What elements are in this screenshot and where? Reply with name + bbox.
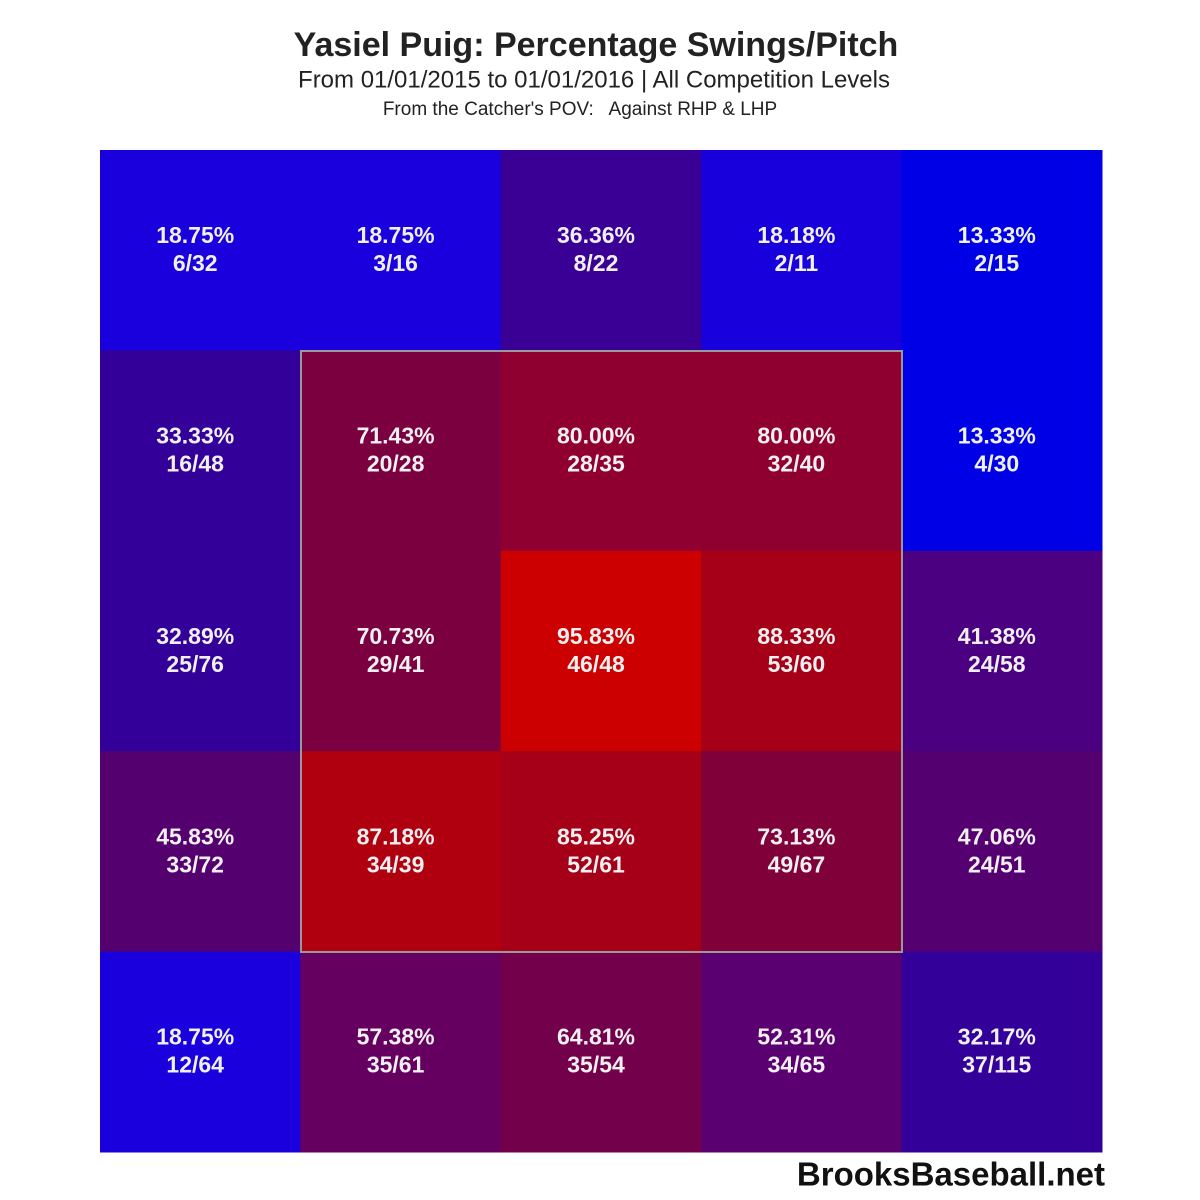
- heatmap-cell: [901, 751, 1103, 953]
- cell-value-label: 32.17%: [958, 1024, 1036, 1050]
- cell-count-label: 12/64: [166, 1052, 224, 1078]
- heatmap-cell: [901, 550, 1103, 752]
- heatmap-cell: [901, 150, 1103, 351]
- chart-title: Yasiel Puig: Percentage Swings/Pitch: [294, 26, 899, 64]
- cell-value-label: 95.83%: [557, 623, 635, 649]
- cell-count-label: 33/72: [166, 851, 224, 877]
- heatmap-cell: [100, 951, 301, 1153]
- cell-value-label: 87.18%: [357, 823, 435, 849]
- heatmap-cell: [100, 751, 301, 953]
- heatmap-cell: [500, 550, 702, 752]
- strike-zone: [300, 350, 903, 953]
- cell-value-label: 13.33%: [958, 422, 1036, 448]
- heatmap-cell: [500, 951, 702, 1153]
- cell-count-label: 35/54: [567, 1052, 625, 1078]
- cell-count-label: 24/51: [968, 851, 1026, 877]
- cell-count-label: 24/58: [968, 651, 1026, 677]
- cell-count-label: 25/76: [166, 651, 224, 677]
- heatmap-cell: [500, 350, 702, 552]
- cell-value-label: 45.83%: [156, 823, 234, 849]
- cell-count-label: 16/48: [166, 450, 224, 476]
- cell-count-label: 2/15: [974, 250, 1019, 276]
- heatmap-cell: [701, 150, 903, 351]
- cell-count-label: 52/61: [567, 851, 625, 877]
- cell-count-label: 49/67: [768, 851, 826, 877]
- cell-value-label: 18.75%: [156, 1024, 234, 1050]
- cell-count-label: 53/60: [768, 651, 826, 677]
- heatmap-cell: [100, 350, 301, 552]
- cell-count-label: 6/32: [173, 250, 218, 276]
- cell-value-label: 88.33%: [757, 623, 835, 649]
- cell-count-label: 8/22: [574, 250, 619, 276]
- cell-value-label: 41.38%: [958, 623, 1036, 649]
- cell-count-label: 3/16: [373, 250, 418, 276]
- cell-count-label: 32/40: [768, 450, 826, 476]
- cell-value-label: 36.36%: [557, 222, 635, 248]
- cell-count-label: 37/115: [962, 1052, 1031, 1078]
- cell-value-label: 71.43%: [357, 422, 435, 448]
- cell-count-label: 29/41: [367, 651, 425, 677]
- cell-value-label: 64.81%: [557, 1024, 635, 1050]
- heatmap-cell: [500, 150, 702, 351]
- chart-subtitle: From 01/01/2015 to 01/01/2016 | All Comp…: [298, 66, 890, 93]
- heatmap-cell: [300, 751, 502, 953]
- cell-count-label: 46/48: [567, 651, 625, 677]
- heatmap-cell: [300, 550, 502, 752]
- cell-value-label: 18.18%: [757, 222, 835, 248]
- cell-count-label: 34/39: [367, 851, 425, 877]
- cell-value-label: 18.75%: [156, 222, 234, 248]
- heatmap-cell: [901, 350, 1103, 552]
- heatmap-cell: [100, 150, 301, 351]
- cell-count-label: 35/61: [367, 1052, 425, 1078]
- cell-value-label: 85.25%: [557, 823, 635, 849]
- cell-count-label: 28/35: [567, 450, 625, 476]
- heatmap-cell: [701, 550, 903, 752]
- source: BrooksBaseball.net: [797, 1156, 1105, 1193]
- cell-value-label: 18.75%: [357, 222, 435, 248]
- cell-count-label: 20/28: [367, 450, 425, 476]
- cell-value-label: 80.00%: [757, 422, 835, 448]
- heatmap-cell: [901, 951, 1103, 1153]
- cell-value-label: 80.00%: [557, 422, 635, 448]
- cell-value-label: 57.38%: [357, 1024, 435, 1050]
- heatmap-cell: [701, 350, 903, 552]
- cell-value-label: 32.89%: [156, 623, 234, 649]
- cell-count-label: 34/65: [768, 1052, 826, 1078]
- cell-value-label: 52.31%: [757, 1024, 835, 1050]
- cell-value-label: 13.33%: [958, 222, 1036, 248]
- cell-count-label: 2/11: [775, 250, 819, 276]
- cell-value-label: 73.13%: [757, 823, 835, 849]
- chart-note: From the Catcher's POV: Against RHP & LH…: [383, 99, 777, 120]
- cell-value-label: 70.73%: [357, 623, 435, 649]
- heatmap-cell: [300, 150, 502, 351]
- heatmap-cell: [300, 350, 502, 552]
- heatmap-cell: [100, 550, 301, 752]
- cell-value-label: 33.33%: [156, 422, 234, 448]
- heatmap-cell: [300, 951, 502, 1153]
- cell-count-label: 4/30: [974, 450, 1019, 476]
- heatmap-cell: [701, 751, 903, 953]
- heatmap-cell: [500, 751, 702, 953]
- heatmap-cell: [701, 951, 903, 1153]
- cell-value-label: 47.06%: [958, 823, 1036, 849]
